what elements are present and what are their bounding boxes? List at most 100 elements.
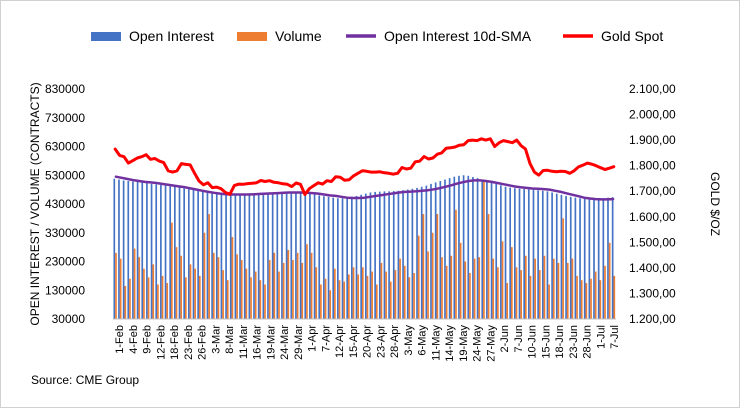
- open-interest-bar: [467, 175, 470, 319]
- open-interest-bar: [281, 192, 283, 319]
- open-interest-bar: [183, 188, 186, 319]
- open-interest-bar: [215, 193, 218, 319]
- volume-bar: [608, 242, 611, 319]
- left-axis-tick-label: 530000: [45, 168, 85, 182]
- open-interest-bar: [504, 186, 507, 319]
- x-axis-tick-label: 24-Mar: [279, 325, 291, 360]
- right-axis-tick-label: 1.600,00: [629, 210, 676, 224]
- volume-bar: [371, 271, 373, 319]
- right-axis-tick-label: 1.700,00: [629, 184, 676, 198]
- volume-bar: [287, 250, 290, 319]
- right-axis-tick-label: 1.800,00: [629, 159, 676, 173]
- open-interest-bar: [602, 198, 605, 319]
- x-axis-tick-label: 28-Jun: [582, 325, 594, 359]
- left-axis-tick-label: 630000: [45, 140, 85, 154]
- open-interest-bar: [201, 191, 204, 319]
- open-interest-bar: [211, 193, 213, 319]
- open-interest-bar: [113, 178, 116, 319]
- volume-bar: [524, 255, 527, 319]
- open-interest-bar: [518, 188, 521, 319]
- x-axis-tick-label: 1-Feb: [114, 325, 126, 354]
- open-interest-bar: [141, 182, 144, 319]
- open-interest-bar: [127, 181, 130, 319]
- volume-bar: [208, 214, 210, 319]
- open-interest-bar: [583, 198, 586, 319]
- open-interest-bar: [458, 175, 460, 319]
- open-interest-bar: [350, 196, 353, 319]
- open-interest-bar: [187, 189, 190, 319]
- volume-bar: [329, 290, 332, 319]
- volume-bar: [282, 262, 285, 319]
- volume-bar: [538, 270, 541, 319]
- open-interest-bar: [500, 185, 502, 319]
- volume-bar: [599, 280, 602, 319]
- volume-bar: [124, 285, 127, 319]
- open-interest-bar: [406, 189, 409, 319]
- open-interest-bar: [243, 193, 246, 319]
- volume-bar: [408, 277, 411, 319]
- legend-volume-label: Volume: [275, 28, 322, 44]
- volume-bar: [445, 265, 448, 319]
- open-interest-bar: [178, 187, 181, 319]
- left-axis-tick-label: 430000: [45, 197, 85, 211]
- volume-bar: [459, 242, 462, 319]
- open-interest-bar: [523, 189, 525, 319]
- legend-open-interest-label: Open Interest: [129, 28, 214, 44]
- right-axis-title: GOLD $/OZ: [708, 172, 722, 236]
- volume-bar: [348, 274, 350, 319]
- open-interest-bar: [271, 192, 274, 319]
- open-interest-bar: [593, 199, 595, 319]
- open-interest-bar: [132, 181, 134, 319]
- volume-bar: [166, 283, 169, 319]
- open-interest-bar: [267, 192, 269, 319]
- x-axis-tick-label: 11-Mar: [238, 325, 250, 359]
- left-axis-tick-label: 30000: [52, 312, 86, 326]
- open-interest-bar: [295, 192, 297, 319]
- volume-bar: [506, 283, 509, 319]
- volume-bar: [119, 258, 122, 319]
- x-axis-tick-label: 18-Feb: [169, 325, 181, 360]
- source-note: Source: CME Group: [31, 373, 140, 387]
- x-axis-tick-label: 2-Jun: [499, 325, 511, 353]
- open-interest-bar: [276, 192, 279, 319]
- volume-bar: [203, 232, 206, 319]
- volume-bar: [413, 273, 415, 319]
- volume-bar: [324, 278, 327, 319]
- open-interest-bar: [174, 186, 176, 319]
- volume-bar: [478, 257, 481, 319]
- volume-bar: [301, 262, 304, 319]
- open-interest-bar: [448, 178, 451, 319]
- volume-bar: [594, 271, 597, 319]
- volume-bar: [403, 265, 406, 319]
- volume-bar: [236, 254, 238, 319]
- open-interest-bar: [285, 192, 288, 319]
- open-interest-bar: [118, 179, 120, 319]
- volume-bar: [138, 257, 141, 319]
- right-axis-tick-label: 2.000,00: [629, 108, 676, 122]
- volume-bar: [385, 271, 387, 319]
- legend-volume-swatch: [237, 32, 267, 41]
- volume-bar: [268, 260, 271, 319]
- volume-bar: [264, 284, 266, 319]
- x-axis-tick-label: 26-Feb: [197, 325, 209, 360]
- x-axis-tick-label: 27-May: [485, 325, 497, 362]
- volume-bar: [175, 247, 178, 319]
- open-interest-bar: [257, 193, 260, 319]
- volume-bar: [254, 271, 257, 319]
- left-axis-tick-label: 130000: [45, 283, 85, 297]
- right-axis-tick-label: 1.300,00: [629, 286, 676, 300]
- x-axis-tick-label: 1-Jul: [595, 325, 607, 349]
- open-interest-bar: [611, 197, 614, 319]
- x-axis-tick-label: 19-Mar: [265, 325, 277, 360]
- x-axis-tick-label: 6-May: [417, 325, 429, 356]
- x-axis-tick-label: 4-Feb: [128, 325, 140, 354]
- open-interest-bar: [490, 182, 493, 319]
- volume-bar: [501, 241, 504, 319]
- open-interest-bar: [388, 191, 390, 319]
- volume-bar: [375, 284, 378, 319]
- x-axis-tick-label: 12-Apr: [334, 325, 346, 358]
- volume-bar: [320, 284, 322, 319]
- volume-bar: [394, 270, 397, 319]
- volume-bar: [198, 275, 201, 319]
